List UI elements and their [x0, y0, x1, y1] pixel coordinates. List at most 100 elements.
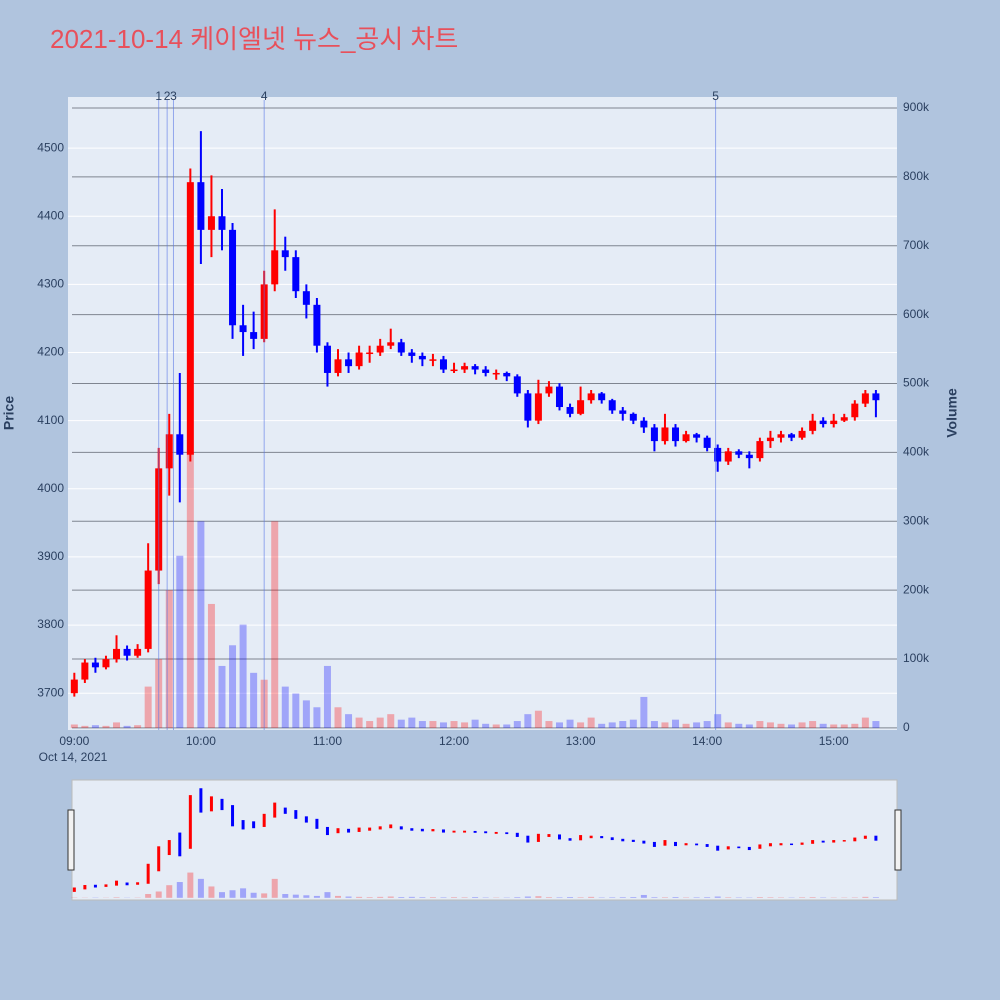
candle-body [788, 434, 796, 438]
mini-volume-bar [176, 882, 183, 898]
mini-volume-bar [524, 896, 531, 898]
mini-volume-bar [218, 892, 225, 898]
candle-body [387, 342, 395, 346]
candle-body [703, 437, 711, 448]
candle-body [186, 182, 194, 455]
mini-volume-bar [282, 894, 289, 898]
candle-body [714, 447, 722, 462]
mini-volume-bar [545, 897, 552, 898]
volume-bar [745, 724, 753, 728]
mini-volume-bar [609, 897, 616, 898]
mini-volume-bar [872, 897, 879, 898]
candle-body [439, 359, 447, 370]
volume-bar [650, 721, 658, 728]
candle-body [123, 648, 131, 656]
candle-body [650, 427, 658, 442]
mini-volume-bar [271, 878, 278, 898]
x-tick-label: 12:00 [439, 734, 469, 748]
volume-bar [566, 719, 574, 728]
volume-bar [366, 721, 374, 728]
range-handle[interactable] [67, 809, 75, 871]
candle-body [250, 332, 258, 339]
x-tick-label: 15:00 [819, 734, 849, 748]
mini-volume-bar [862, 896, 869, 898]
candle-body [840, 417, 848, 421]
mini-volume-bar [799, 897, 806, 898]
mini-volume-bar [387, 896, 394, 898]
volume-bar [766, 722, 774, 728]
volume-bar [724, 722, 732, 728]
mini-volume-bar [567, 897, 574, 898]
candle-body [239, 325, 247, 333]
mini-volume-bar [240, 888, 247, 898]
y2-tick-label: 500k [903, 376, 930, 390]
y2-tick-label: 0 [903, 720, 910, 734]
volume-bar [408, 717, 416, 728]
volume-bar [345, 714, 353, 728]
volume-bar [830, 724, 838, 728]
y-tick-label: 4100 [37, 413, 64, 427]
candle-body [745, 454, 753, 459]
volume-bar [608, 722, 616, 728]
volume-bar [503, 724, 511, 728]
volume-bar [134, 725, 142, 728]
y2-tick-label: 900k [903, 100, 930, 114]
candle-body [408, 352, 416, 356]
volume-bar [851, 723, 859, 728]
plot-area [68, 97, 897, 730]
candle-body [376, 345, 384, 353]
volume-bar [323, 665, 331, 728]
candle-body [830, 420, 838, 425]
mini-volume-bar [809, 897, 816, 898]
candle-body [165, 434, 173, 469]
volume-bar [872, 721, 880, 728]
range-handle[interactable] [894, 809, 902, 871]
candle-body [144, 570, 152, 649]
volume-bar [461, 722, 469, 728]
volume-bar [492, 724, 500, 728]
candle-body [323, 345, 331, 373]
mini-volume-bar [556, 897, 563, 898]
mini-volume-bar [651, 897, 658, 898]
mini-volume-bar [588, 896, 595, 898]
volume-bar [197, 521, 205, 728]
volume-bar [439, 722, 447, 728]
y2-tick-label: 700k [903, 238, 930, 252]
candle-body [197, 182, 205, 230]
candle-body [229, 229, 237, 326]
volume-bar [577, 722, 585, 728]
candle-body [534, 393, 542, 421]
volume-bar [555, 722, 563, 728]
mini-volume-bar [704, 897, 711, 898]
event-label: 1 [155, 89, 162, 103]
mini-volume-bar [714, 896, 721, 898]
mini-volume-bar [292, 894, 299, 898]
event-label: 2 [164, 89, 171, 103]
candle-body [271, 250, 279, 285]
volume-bar [418, 721, 426, 728]
candle-body [756, 441, 764, 459]
y-tick-label: 4300 [37, 277, 64, 291]
candle-body [91, 662, 99, 668]
x-date-label: Oct 14, 2021 [39, 750, 108, 764]
volume-bar [619, 721, 627, 728]
candle-body [81, 662, 89, 680]
volume-bar [735, 723, 743, 728]
mini-volume-bar [313, 895, 320, 898]
candle-body [355, 352, 363, 367]
mini-volume-bar [619, 897, 626, 898]
candle-body [798, 430, 806, 438]
mini-volume-bar [377, 896, 384, 898]
candle-body [429, 359, 437, 361]
volume-bar [250, 672, 258, 728]
range-slider[interactable] [71, 779, 898, 901]
volume-bar [471, 719, 479, 728]
mini-volume-bar [630, 897, 637, 898]
candle-body [735, 451, 743, 455]
candle-body [766, 437, 774, 442]
candle-body [134, 648, 142, 656]
candle-body [513, 376, 521, 394]
candle-body [218, 216, 226, 230]
mini-volume-bar [229, 890, 236, 898]
candle-body [176, 434, 184, 455]
